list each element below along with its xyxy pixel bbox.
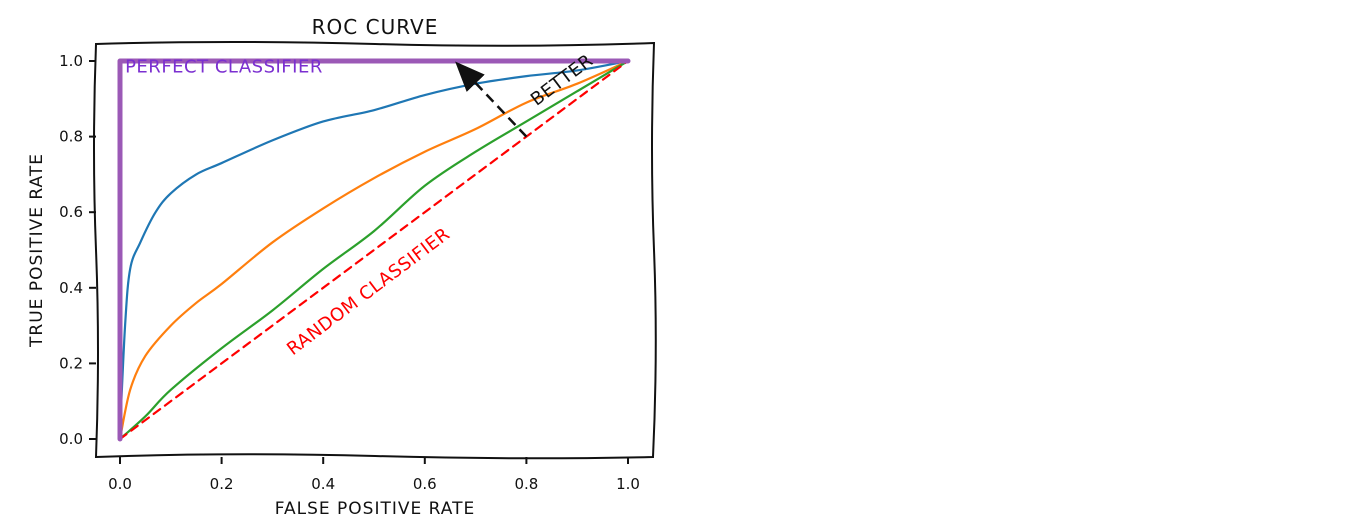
x-tick-label: 0.2 — [210, 475, 234, 493]
series-line-random-classifier — [118, 59, 630, 441]
y-tick-label: 0.8 — [59, 128, 83, 146]
y-tick-label: 0.2 — [59, 354, 83, 372]
x-axis-ticks: 0.0 0.2 0.4 0.6 0.8 1.0 — [108, 457, 640, 493]
x-tick-label: 0.6 — [413, 475, 437, 493]
x-tick-label: 0.0 — [108, 475, 132, 493]
x-tick-label: 0.4 — [311, 475, 335, 493]
x-tick-label: 0.8 — [514, 475, 538, 493]
series-line-2 — [118, 59, 630, 441]
plot-frame — [93, 41, 657, 460]
chart-title: ROC CURVE — [312, 15, 439, 39]
annotation-random-classifier: RANDOM CLASSIFIER — [283, 224, 454, 360]
series-layer — [117, 58, 631, 442]
x-axis-title: FALSE POSITIVE RATE — [275, 499, 475, 519]
series-line-perfect-classifier — [117, 58, 631, 442]
series-line-1 — [118, 59, 630, 433]
y-axis-ticks: 0.0 0.2 0.4 0.6 0.8 1.0 — [59, 52, 96, 448]
series-line-3 — [118, 59, 630, 441]
y-tick-label: 0.0 — [59, 430, 83, 448]
y-tick-label: 0.4 — [59, 279, 83, 297]
x-tick-label: 1.0 — [616, 475, 640, 493]
better-arrow — [455, 61, 528, 138]
annotation-perfect-classifier: PERFECT CLASSIFIER — [125, 56, 323, 77]
y-axis-title: TRUE POSITIVE RATE — [27, 153, 47, 348]
y-tick-label: 1.0 — [59, 52, 83, 70]
y-tick-label: 0.6 — [59, 203, 83, 221]
